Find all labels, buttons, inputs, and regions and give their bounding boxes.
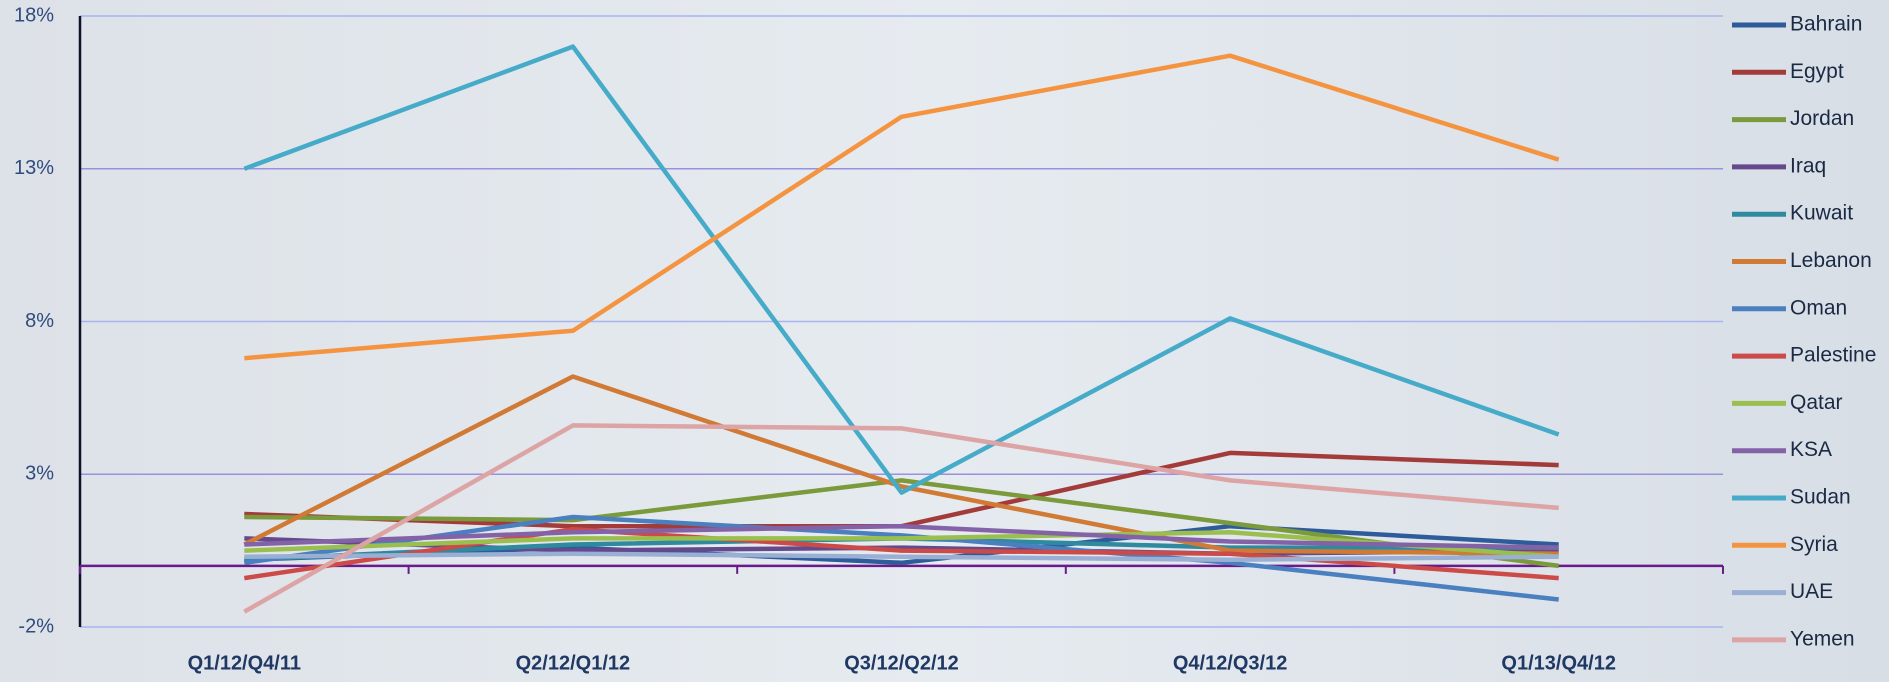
x-tick-label: Q2/12/Q1/12 [516, 652, 631, 674]
x-tick-label: Q4/12/Q3/12 [1173, 652, 1288, 674]
legend-label: UAE [1790, 580, 1833, 603]
y-tick-label: 13% [14, 157, 54, 179]
x-tick-label: Q3/12/Q2/12 [844, 652, 959, 674]
y-tick-label: 3% [25, 463, 54, 485]
x-tick-label: Q1/13/Q4/12 [1501, 652, 1616, 674]
legend-label: Egypt [1790, 60, 1844, 83]
legend-label: Syria [1790, 533, 1838, 556]
legend-label: Qatar [1790, 391, 1843, 414]
legend-label: Sudan [1790, 486, 1851, 509]
y-tick-label: 8% [25, 310, 54, 332]
legend-label: Lebanon [1790, 249, 1872, 272]
legend-label: Kuwait [1790, 202, 1853, 225]
legend-label: Oman [1790, 296, 1847, 319]
legend-label: Bahrain [1790, 13, 1862, 36]
legend-label: Iraq [1790, 154, 1826, 177]
legend-label: Jordan [1790, 107, 1854, 130]
x-tick-label: Q1/12/Q4/11 [188, 652, 301, 674]
legend-label: Palestine [1790, 344, 1876, 367]
legend-label: Yemen [1790, 627, 1855, 650]
y-tick-label: -2% [18, 615, 54, 637]
y-tick-label: 18% [14, 4, 54, 26]
background [0, 0, 1889, 682]
chart: -2% 3% 8% 13% 18% Q1/12/Q4/11 Q2/12/Q1/12 Q3/12… [0, 0, 1889, 682]
legend-label: KSA [1790, 438, 1832, 461]
